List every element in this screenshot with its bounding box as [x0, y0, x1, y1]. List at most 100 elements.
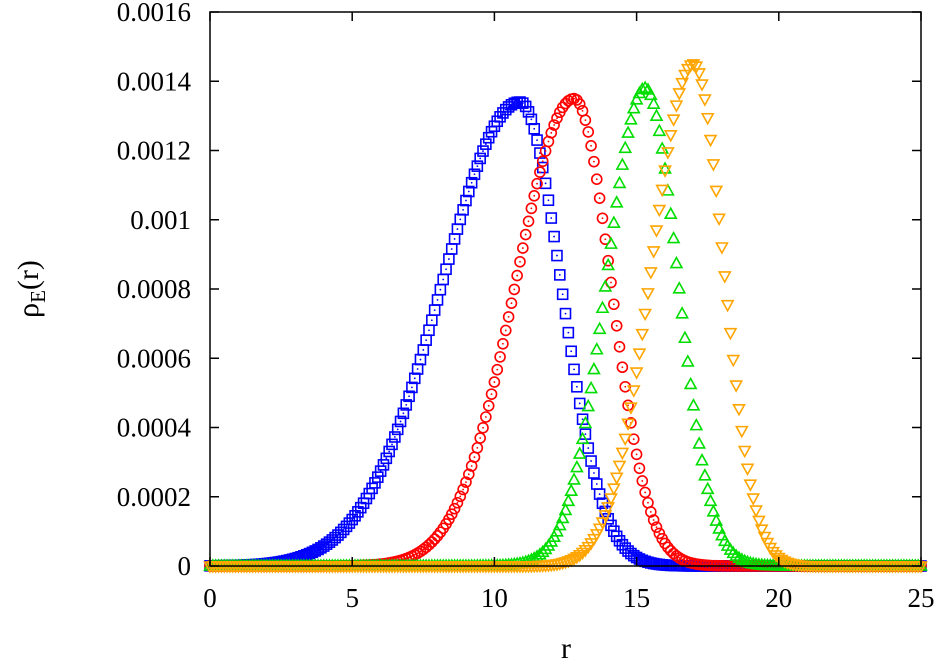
data-point	[578, 415, 593, 429]
data-point	[465, 176, 478, 189]
data-point	[534, 166, 546, 178]
data-point	[371, 471, 384, 483]
data-point	[608, 298, 620, 311]
data-point-dot	[496, 368, 499, 371]
data-point-dot	[556, 117, 558, 120]
data-point	[613, 341, 626, 353]
data-point	[626, 385, 641, 398]
data-point-dot	[624, 385, 627, 388]
data-point	[638, 80, 652, 93]
data-point	[575, 547, 590, 561]
data-point	[601, 502, 616, 515]
data-point-dot	[655, 526, 658, 529]
x-tick-label: 25	[908, 583, 935, 613]
data-point	[558, 502, 573, 516]
data-point	[567, 472, 581, 485]
y-tick-label: 0.0006	[117, 343, 191, 373]
data-point-dot	[405, 404, 408, 406]
data-point	[508, 283, 521, 296]
data-point	[615, 157, 630, 170]
data-point-dot	[618, 345, 621, 348]
data-point	[669, 255, 684, 269]
data-point	[561, 556, 576, 569]
x-tick-label: 5	[345, 583, 359, 613]
data-point	[463, 185, 475, 198]
data-point-dot	[516, 274, 519, 277]
data-point-dot	[621, 543, 624, 546]
data-point-dot	[382, 463, 385, 466]
data-point	[556, 288, 569, 301]
data-point-dot	[430, 319, 433, 322]
data-point-dot	[453, 238, 456, 240]
data-point	[689, 61, 704, 74]
data-point-dot	[467, 190, 470, 193]
data-point	[652, 123, 667, 137]
data-point-dot	[587, 447, 590, 449]
data-point	[573, 397, 586, 410]
data-point	[649, 108, 664, 122]
data-point-dot	[450, 248, 453, 250]
data-point	[636, 475, 649, 487]
data-point	[666, 230, 681, 244]
y-tick-label: 0.0014	[117, 66, 192, 96]
data-point	[647, 514, 660, 526]
data-point	[601, 257, 616, 271]
data-point	[514, 255, 526, 268]
data-point	[680, 354, 695, 367]
data-point-dot	[470, 465, 473, 467]
data-point	[374, 465, 387, 477]
data-point	[754, 524, 769, 537]
data-point-dot	[558, 273, 561, 276]
axis-layer: 0 5 10 15 20 25 0 0.0002 0.0004 0.0006 0.0008 0.001…	[117, 0, 935, 613]
data-point	[605, 519, 617, 532]
data-point-dot	[411, 386, 413, 389]
data-point	[545, 127, 558, 139]
data-point	[558, 557, 573, 570]
data-point-dot	[593, 472, 595, 474]
data-point	[672, 281, 687, 294]
data-point	[686, 59, 701, 72]
data-point	[551, 249, 563, 262]
data-point	[426, 536, 438, 548]
data-point	[589, 342, 604, 355]
data-point	[562, 326, 575, 339]
data-point	[542, 194, 555, 207]
data-point	[406, 381, 418, 394]
data-point	[703, 493, 718, 507]
data-point	[468, 168, 481, 181]
data-point	[717, 271, 732, 284]
data-point	[692, 436, 707, 449]
data-point	[573, 98, 586, 110]
data-point-dot	[413, 553, 416, 556]
data-point	[567, 553, 581, 567]
data-point	[661, 147, 675, 160]
data-point	[615, 447, 630, 461]
data-point	[531, 134, 543, 146]
data-point	[525, 202, 538, 215]
data-point-dot	[521, 247, 524, 249]
data-point-dot	[632, 438, 635, 441]
data-point	[531, 177, 543, 190]
data-point	[502, 311, 515, 323]
data-point	[595, 517, 610, 530]
data-point-dot	[567, 331, 570, 334]
data-point	[564, 555, 579, 568]
data-point-dot	[510, 302, 513, 305]
data-point	[638, 308, 652, 322]
x-tick-label: 0	[203, 583, 217, 613]
data-point-dot	[584, 119, 587, 122]
data-point	[397, 407, 410, 420]
data-point-dot	[675, 554, 678, 557]
data-point-dot	[413, 377, 416, 380]
data-point-dot	[456, 228, 459, 230]
data-point	[528, 189, 541, 202]
data-point	[571, 380, 583, 393]
data-point	[572, 550, 587, 563]
data-point-dot	[345, 525, 348, 528]
data-point	[585, 139, 597, 152]
data-point	[578, 545, 593, 558]
data-point-dot	[652, 519, 655, 521]
data-point	[538, 541, 553, 555]
y-tick-label: 0.0016	[117, 0, 191, 27]
data-point-dot	[547, 199, 550, 202]
